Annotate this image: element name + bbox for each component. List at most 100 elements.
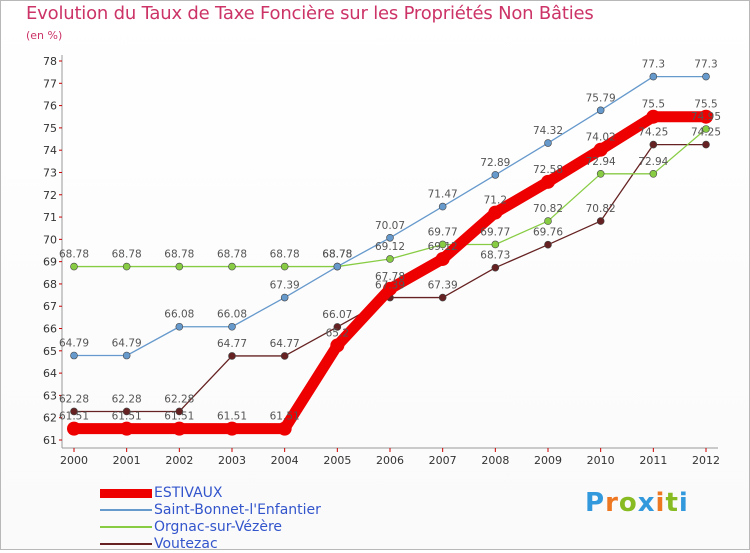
logo-letter: i — [655, 488, 666, 518]
series-1-point-2009 — [544, 139, 552, 147]
x-tick-label-2004: 2004 — [271, 454, 299, 467]
y-tick-label-70: 70 — [43, 233, 57, 246]
series-2-point-2009 — [544, 217, 552, 225]
series-3-point-2007 — [438, 293, 447, 302]
series-3-point-2008 — [491, 263, 500, 272]
series-2-label-2011: 72.94 — [638, 156, 668, 168]
series-0-label-2005: 65.2 — [326, 327, 349, 339]
x-tick-label-2001: 2001 — [113, 454, 141, 467]
x-tick-label-2010: 2010 — [587, 454, 615, 467]
x-tick-label-2006: 2006 — [376, 454, 404, 467]
series-0-label-2012: 75.5 — [694, 99, 717, 111]
series-0-point-2012 — [699, 109, 713, 124]
series-3-point-2012 — [702, 140, 710, 149]
legend-swatch-voutezac — [100, 543, 152, 545]
legend-label-saint-bonnet: Saint-Bonnet-l'Enfantier — [154, 502, 321, 518]
series-1-point-2005 — [333, 262, 342, 271]
logo-letter: r — [605, 488, 619, 518]
x-tick-label-2000: 2000 — [60, 454, 88, 467]
y-tick-label-78: 78 — [43, 55, 57, 68]
series-3-point-2003 — [228, 352, 236, 360]
series-3-point-2004 — [280, 352, 289, 360]
logo-letter: x — [637, 488, 656, 518]
proxiti-logo: Proxiti — [585, 488, 689, 518]
series-3-label-2000: 62.28 — [59, 393, 89, 405]
series-1-label-2012: 77.3 — [694, 59, 717, 71]
y-tick-label-65: 65 — [43, 345, 57, 358]
series-3-label-2005: 66.07 — [322, 309, 352, 321]
y-tick-label-69: 69 — [43, 256, 57, 269]
series-2-label-2000: 68.78 — [59, 249, 89, 261]
logo-letter: o — [618, 488, 638, 518]
legend-label-estivaux: ESTIVAUX — [154, 485, 223, 501]
series-1-label-2006: 70.07 — [375, 220, 405, 232]
series-3-point-2002 — [175, 407, 184, 416]
series-0-point-2005 — [330, 338, 345, 353]
legend-swatch-saint-bonnet — [100, 509, 152, 511]
series-2-label-2012: 74.95 — [691, 111, 721, 123]
series-2-point-2000 — [70, 262, 78, 271]
series-3-point-2011 — [649, 140, 658, 149]
series-2-point-2011 — [649, 170, 658, 178]
series-3-label-2008: 68.73 — [480, 250, 510, 262]
y-tick-label-67: 67 — [43, 300, 57, 313]
series-1-point-2001 — [122, 351, 131, 360]
series-0-label-2001: 61.51 — [112, 411, 142, 423]
legend-swatch-estivaux — [100, 489, 152, 498]
series-2-point-2003 — [228, 262, 236, 271]
series-3-label-2002: 62.28 — [164, 393, 194, 405]
series-0-point-2000 — [67, 421, 81, 436]
series-3-label-2011: 74.25 — [638, 127, 668, 139]
series-3-label-2012: 74.25 — [691, 127, 721, 139]
series-0-point-2004 — [277, 421, 292, 436]
series-1-point-2008 — [491, 171, 500, 179]
series-1-label-2011: 77.3 — [642, 59, 665, 71]
y-tick-label-63: 63 — [43, 389, 57, 402]
logo-letter: P — [585, 488, 606, 518]
series-1-label-2005: 68.78 — [322, 249, 352, 261]
series-0-label-2008: 71.2 — [484, 195, 507, 207]
series-3-label-2010: 70.82 — [586, 203, 616, 215]
series-3-label-2003: 64.77 — [217, 338, 247, 350]
x-tick-label-2005: 2005 — [323, 454, 351, 467]
legend-swatch-orgnac — [100, 526, 152, 528]
series-0-point-2008 — [488, 205, 503, 220]
series-0-point-2006 — [383, 281, 397, 296]
logo-letter: t — [665, 488, 679, 518]
series-3-point-2005 — [333, 323, 342, 331]
series-1-point-2012 — [702, 72, 710, 81]
x-tick-label-2009: 2009 — [534, 454, 562, 467]
series-1-label-2003: 66.08 — [217, 309, 247, 321]
series-3-label-2006: 67.39 — [375, 280, 405, 292]
series-0-point-2007 — [435, 251, 450, 266]
series-3-label-2009: 69.76 — [533, 227, 563, 239]
series-3-point-2001 — [122, 407, 131, 416]
y-tick-label-66: 66 — [43, 323, 57, 336]
series-3-point-2000 — [70, 407, 78, 416]
series-2-point-2002 — [175, 262, 184, 271]
x-tick-label-2003: 2003 — [218, 454, 246, 467]
series-1-label-2007: 71.47 — [428, 189, 458, 201]
series-0-label-2004: 61.51 — [270, 411, 300, 423]
series-2-label-2008: 69.77 — [480, 226, 510, 238]
series-1-point-2002 — [175, 322, 184, 331]
series-0-point-2009 — [541, 174, 555, 189]
series-1-label-2001: 64.79 — [112, 338, 142, 350]
y-tick-label-75: 75 — [43, 122, 57, 135]
series-3-label-2004: 64.77 — [270, 338, 300, 350]
series-2-label-2001: 68.78 — [112, 249, 142, 261]
x-tick-label-2012: 2012 — [692, 454, 720, 467]
legend-label-voutezac: Voutezac — [154, 536, 218, 552]
series-2-label-2002: 68.78 — [164, 249, 194, 261]
series-1-point-2010 — [596, 106, 605, 115]
series-1-label-2000: 64.79 — [59, 338, 89, 350]
logo-letter: i — [678, 488, 689, 518]
series-0-label-2000: 61.51 — [59, 411, 89, 423]
legend-label-orgnac: Orgnac-sur-Vézère — [154, 519, 283, 535]
series-2-point-2001 — [122, 262, 131, 271]
series-3-label-2001: 62.28 — [112, 393, 142, 405]
series-0-label-2006: 67.78 — [375, 271, 405, 283]
series-0-point-2003 — [225, 421, 239, 436]
